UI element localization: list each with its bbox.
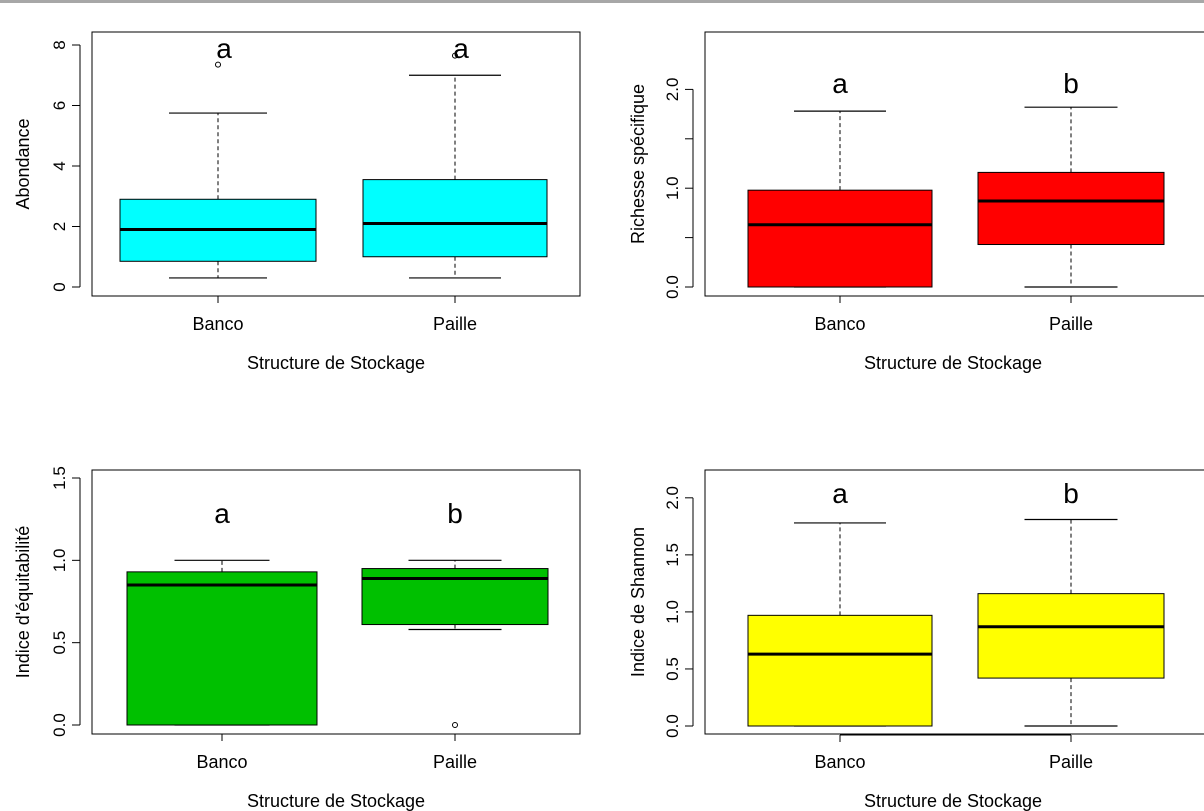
y-axis: 0.0 1.0 2.0 xyxy=(663,78,694,299)
outlier-point xyxy=(215,61,221,68)
outlier-point xyxy=(452,52,458,59)
box-paille xyxy=(362,179,548,258)
y-tick-label: 2.0 xyxy=(663,486,682,510)
panel-richesse: 0.0 1.0 2.0 a Banco b Paille Structure de Sto… xyxy=(628,31,1204,373)
box-group: a Banco b Paille xyxy=(747,68,1165,334)
box-group: a Banco b Paille xyxy=(126,498,549,772)
y-tick-label: 1.0 xyxy=(663,600,682,624)
panel-abondance: 0 2 4 6 8 a Banco a Paille Structure de Stockag… xyxy=(13,31,581,373)
x-tick-label: Paille xyxy=(1049,752,1093,772)
y-tick-label: 2 xyxy=(50,222,69,231)
outlier-point xyxy=(452,722,458,728)
x-tick-label: Banco xyxy=(814,314,865,334)
box-group: a Banco b Paille xyxy=(747,478,1165,772)
significance-letter: a xyxy=(832,478,848,509)
significance-letter: a xyxy=(214,498,230,529)
significance-letter: b xyxy=(1063,68,1079,99)
y-tick-label: 2.0 xyxy=(663,78,682,102)
significance-letter: a xyxy=(453,33,469,64)
y-tick-label: 1.0 xyxy=(50,549,69,573)
significance-letter: a xyxy=(216,33,232,64)
box-group: a Banco a Paille xyxy=(119,33,548,334)
significance-letter: b xyxy=(1063,478,1079,509)
y-axis: 0.0 0.5 1.0 1.5 2.0 xyxy=(663,486,694,738)
y-tick-label: 0.5 xyxy=(50,631,69,655)
y-tick-label: 0 xyxy=(50,282,69,291)
x-axis-label: Structure de Stockage xyxy=(864,791,1042,811)
y-axis: 0.0 0.5 1.0 1.5 xyxy=(50,466,81,737)
y-tick-label: 1.0 xyxy=(663,176,682,200)
y-tick-label: 6 xyxy=(50,101,69,110)
y-axis-label: Indice de Shannon xyxy=(628,527,648,677)
y-tick-label: 1.5 xyxy=(663,543,682,567)
x-tick-label: Paille xyxy=(433,314,477,334)
y-axis: 0 2 4 6 8 xyxy=(50,40,81,292)
significance-letter: a xyxy=(832,68,848,99)
panel-shannon: 0.0 0.5 1.0 1.5 2.0 a Banco b Paille Structure … xyxy=(628,469,1204,811)
y-axis-label: Abondance xyxy=(13,118,33,209)
x-tick-label: Banco xyxy=(192,314,243,334)
top-border xyxy=(0,0,1204,3)
x-axis-label: Structure de Stockage xyxy=(247,791,425,811)
y-tick-label: 0.5 xyxy=(663,657,682,681)
y-tick-label: 0.0 xyxy=(50,713,69,737)
x-tick-label: Banco xyxy=(196,752,247,772)
x-tick-label: Paille xyxy=(1049,314,1093,334)
plot-frame xyxy=(704,469,1204,735)
box-paille xyxy=(977,593,1165,679)
box-banco xyxy=(747,614,933,727)
y-tick-label: 1.5 xyxy=(50,466,69,490)
y-tick-label: 0.0 xyxy=(663,275,682,299)
y-tick-label: 0.0 xyxy=(663,714,682,738)
significance-letter: b xyxy=(447,498,463,529)
x-axis-label: Structure de Stockage xyxy=(864,353,1042,373)
x-tick-label: Banco xyxy=(814,752,865,772)
box-banco xyxy=(747,189,933,288)
y-axis-label: Richesse spécifique xyxy=(628,84,648,244)
panel-equitabilite: 0.0 0.5 1.0 1.5 a Banco b Paille Structure de … xyxy=(13,466,581,811)
x-tick-label: Paille xyxy=(433,752,477,772)
y-axis-label: Indice d'équitabilité xyxy=(13,526,33,679)
y-tick-label: 4 xyxy=(50,161,69,170)
box-banco xyxy=(126,571,318,726)
x-axis-label: Structure de Stockage xyxy=(247,353,425,373)
box-paille xyxy=(977,171,1165,246)
y-tick-label: 8 xyxy=(50,40,69,49)
